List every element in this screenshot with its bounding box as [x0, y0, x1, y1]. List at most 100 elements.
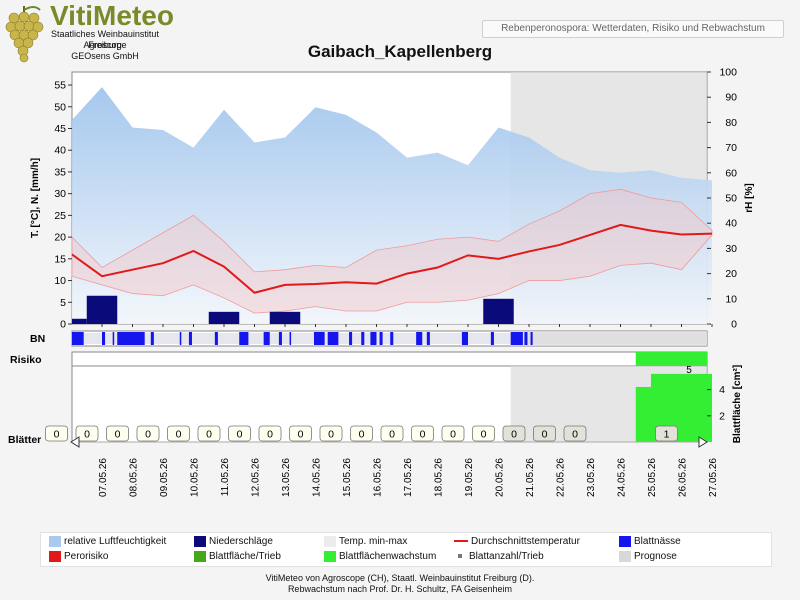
chart-title: Gaibach_Kapellenberg	[307, 42, 493, 61]
institution-line-1: Staatliches Weinbauinstitut Freiburg	[51, 29, 159, 50]
leaf-count-box	[502, 425, 526, 442]
leaf-count-box	[197, 425, 221, 442]
leaf-count-value: 0	[389, 429, 395, 441]
date-label: 11.05.26	[220, 458, 231, 497]
left-tick-label: 0	[60, 319, 66, 331]
legend-item: Temp. min-max	[324, 535, 407, 548]
legend-swatch	[324, 535, 336, 547]
bn-label: BN	[30, 333, 45, 345]
leaf-count-value: 0	[359, 429, 365, 441]
legend-label: Blattflächenwachstum	[339, 551, 437, 562]
leaf-count-box	[563, 425, 587, 442]
leaf-count-value: 0	[420, 429, 426, 441]
left-tick-label: 45	[54, 123, 66, 135]
leaf-area-tick-label: 4	[719, 384, 725, 396]
leaf-count-value: 0	[176, 429, 182, 441]
leaf-wetness-mark	[112, 332, 115, 345]
right-axis-label: rH [%]	[744, 183, 755, 212]
leaf-count-value: 0	[84, 429, 90, 441]
app-logo-text: VitiMeteo	[50, 0, 174, 31]
legend-label: relative Luftfeuchtigkeit	[64, 536, 167, 547]
precip-bar	[208, 311, 240, 324]
leaf-wetness-mark	[379, 332, 383, 345]
date-label: 09.05.26	[159, 458, 170, 497]
leaf-count-value: 0	[298, 429, 304, 441]
footer: VitiMeteo von Agroscope (CH), Staatl. We…	[0, 573, 800, 595]
legend-label: Perorisiko	[64, 551, 109, 562]
avg-temp-line	[71, 223, 713, 294]
risk-highlight	[635, 352, 707, 366]
date-label: 25.05.26	[647, 458, 658, 497]
right-tick-label: 70	[725, 142, 737, 154]
leaf-count-box	[655, 425, 678, 442]
bn-strip-inner	[72, 333, 707, 344]
left-tick-label: 20	[54, 232, 66, 244]
leaf-count-box	[75, 425, 99, 442]
right-arrow-icon	[698, 436, 708, 448]
leaf-area-axis-label: Blattfläche [cm²]	[732, 365, 743, 443]
leaf-wetness-mark	[390, 332, 394, 345]
legend-swatch	[454, 540, 468, 543]
leaf-wetness-mark	[530, 332, 533, 345]
legend-swatch	[49, 550, 61, 562]
leaf-count-value: 1	[664, 429, 670, 441]
date-label: 21.05.26	[525, 458, 536, 497]
leaf-count-box	[45, 425, 68, 442]
leaf-wetness-mark	[72, 332, 84, 345]
legend-label: Blattfläche/Trieb	[209, 551, 281, 562]
left-axis-label: T. [°C], N. [mm/h]	[30, 158, 41, 238]
leaf-area-growth-bar	[635, 386, 651, 442]
legend-item: Blattanzahl/Trieb	[454, 550, 544, 563]
leaf-wetness-mark	[490, 332, 494, 345]
leaf-count-box	[167, 425, 190, 442]
leaf-count-box	[533, 425, 556, 442]
legend-swatch	[49, 535, 61, 547]
date-label: 07.05.26	[98, 458, 109, 497]
risk-strip	[71, 351, 708, 367]
precip-bar	[86, 295, 118, 324]
left-arrow-icon	[70, 436, 80, 448]
date-label: 27.05.26	[708, 458, 719, 497]
leaf-count-box	[350, 425, 373, 442]
left-tick-label: 10	[54, 275, 66, 287]
leaf-wetness-mark	[524, 332, 528, 345]
leaf-count-value: 0	[481, 429, 487, 441]
leaf-count-box	[258, 425, 282, 442]
temp-minmax-band	[71, 188, 713, 314]
risk-label: Risiko	[10, 354, 42, 366]
leaf-wetness-mark	[263, 332, 270, 345]
right-tick-label: 40	[725, 218, 737, 230]
legend-item: Perorisiko	[49, 550, 108, 563]
leaf-count-box	[106, 425, 129, 442]
humidity-area	[72, 87, 712, 325]
leaf-count-value: 0	[206, 429, 212, 441]
legend-label: Blattanzahl/Trieb	[469, 551, 544, 562]
leaf-wetness-mark	[179, 332, 182, 345]
right-tick-label: 30	[725, 243, 737, 255]
risk-value: 5	[686, 365, 692, 376]
leaf-wetness-mark	[416, 332, 423, 345]
leaf-wetness-mark	[188, 332, 192, 345]
date-label: 24.05.26	[617, 458, 628, 497]
leaf-wetness-mark	[102, 332, 106, 345]
leaf-wetness-mark	[150, 332, 154, 345]
left-tick-label: 35	[54, 166, 66, 178]
date-label: 08.05.26	[129, 458, 140, 497]
date-label: 26.05.26	[678, 458, 689, 497]
legend-swatch	[194, 535, 206, 547]
leaf-wetness-mark	[117, 332, 145, 345]
legend-item: Blattfläche/Trieb	[194, 550, 281, 563]
leaf-wetness-mark	[278, 332, 282, 345]
leaf-wetness-mark	[361, 332, 365, 345]
leaf-wetness-mark	[214, 332, 218, 345]
precip-bar	[72, 318, 87, 324]
leaf-count-value: 0	[267, 429, 273, 441]
leaf-count-value: 0	[511, 429, 517, 441]
right-tick-label: 80	[725, 117, 737, 129]
chart-subtitle: Rebenperonospora: Wetterdaten, Risiko un…	[482, 20, 784, 38]
legend-label: Durchschnittstemperatur	[471, 536, 580, 547]
leaf-count-box	[472, 425, 495, 442]
date-label: 18.05.26	[434, 458, 445, 497]
legend-swatch	[458, 554, 462, 559]
left-tick-label: 25	[54, 210, 66, 222]
